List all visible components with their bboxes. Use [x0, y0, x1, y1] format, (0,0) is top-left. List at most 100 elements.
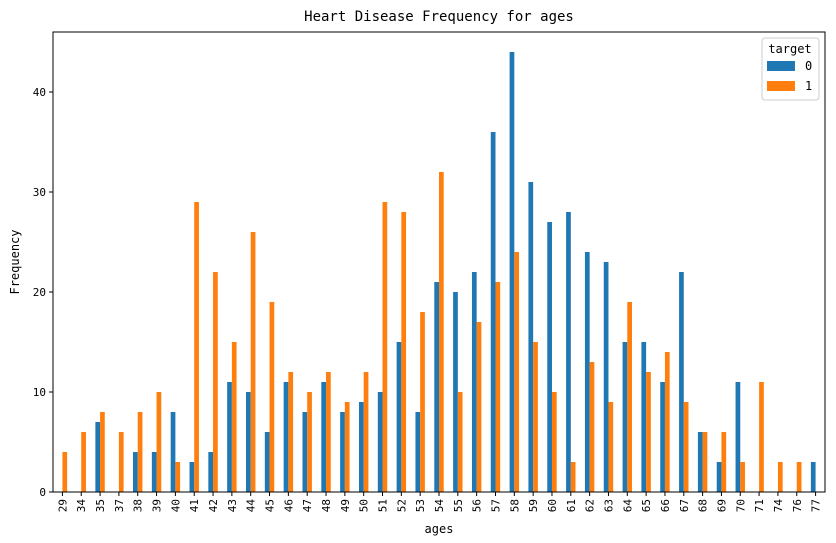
legend: target 0 1 — [761, 37, 820, 101]
bar-1-38 — [137, 412, 143, 492]
x-tick-label-50: 50 — [358, 499, 371, 512]
y-tick-label: 30 — [33, 186, 46, 199]
bar-1-66 — [664, 352, 670, 492]
bar-0-60 — [547, 222, 552, 492]
bar-0-43 — [227, 382, 232, 492]
bar-1-40 — [175, 462, 181, 492]
x-tick-label-38: 38 — [132, 499, 145, 512]
bar-0-63 — [603, 262, 609, 492]
bar-0-40 — [170, 412, 176, 492]
bar-0-46 — [283, 382, 289, 492]
bar-1-41 — [194, 202, 199, 492]
bar-0-51 — [377, 392, 383, 492]
x-tick-label-42: 42 — [207, 499, 220, 512]
bar-1-63 — [608, 402, 614, 492]
bar-1-54 — [439, 172, 444, 492]
x-tick-label-64: 64 — [621, 499, 634, 513]
y-axis: 0 10 20 30 40 — [33, 86, 53, 499]
x-tick-label-45: 45 — [264, 499, 277, 512]
x-tick-label-61: 61 — [565, 499, 578, 512]
x-tick-label-62: 62 — [584, 499, 597, 512]
bar-1-65 — [646, 372, 651, 492]
bar-0-52 — [396, 342, 402, 492]
legend-label-0: 0 — [805, 59, 812, 73]
bar-1-57 — [495, 282, 501, 492]
chart-title: Heart Disease Frequency for ages — [304, 9, 574, 25]
x-tick-label-70: 70 — [734, 499, 747, 512]
bar-1-29 — [62, 452, 68, 492]
bar-0-44 — [246, 392, 251, 492]
legend-label-1: 1 — [805, 79, 812, 93]
x-tick-label-56: 56 — [471, 499, 484, 512]
x-tick-label-29: 29 — [56, 499, 69, 512]
x-tick-label-76: 76 — [791, 499, 804, 512]
bar-0-70 — [735, 382, 741, 492]
bar-0-45 — [264, 432, 270, 492]
legend-swatch-1 — [767, 81, 795, 91]
bar-1-39 — [156, 392, 162, 492]
bar-0-67 — [679, 272, 684, 492]
x-tick-label-39: 39 — [151, 499, 164, 512]
bar-1-49 — [344, 402, 350, 492]
bar-1-64 — [627, 302, 632, 492]
bar-0-42 — [208, 452, 214, 492]
x-tick-label-54: 54 — [433, 499, 446, 513]
y-tick-label: 10 — [33, 386, 46, 399]
bar-0-41 — [189, 462, 195, 492]
x-tick-label-49: 49 — [339, 499, 352, 512]
bar-1-44 — [250, 232, 256, 492]
bar-1-48 — [326, 372, 331, 492]
bar-0-69 — [716, 462, 722, 492]
x-tick-label-51: 51 — [377, 499, 390, 512]
bar-0-58 — [509, 52, 515, 492]
bar-1-43 — [231, 342, 237, 492]
x-tick-label-44: 44 — [245, 499, 258, 513]
x-tick-label-55: 55 — [452, 499, 465, 512]
bar-1-67 — [683, 402, 689, 492]
bar-1-59 — [533, 342, 538, 492]
x-tick-label-37: 37 — [113, 499, 126, 512]
x-tick-label-35: 35 — [94, 499, 107, 512]
bar-0-68 — [697, 432, 703, 492]
bar-1-50 — [363, 372, 369, 492]
bar-1-74 — [777, 462, 783, 492]
bar-1-42 — [213, 272, 218, 492]
x-tick-label-69: 69 — [715, 499, 728, 512]
bar-1-58 — [514, 252, 520, 492]
bar-1-62 — [589, 362, 595, 492]
bar-0-55 — [453, 292, 458, 492]
x-tick-label-66: 66 — [659, 499, 672, 512]
bar-1-55 — [457, 392, 463, 492]
y-tick-label: 0 — [39, 486, 46, 499]
bar-1-53 — [420, 312, 425, 492]
legend-title: target — [768, 42, 811, 56]
x-tick-label-52: 52 — [395, 499, 408, 512]
bar-1-46 — [288, 372, 294, 492]
bar-0-65 — [641, 342, 647, 492]
bar-1-35 — [100, 412, 105, 492]
bar-0-64 — [622, 342, 628, 492]
bar-1-76 — [796, 462, 802, 492]
x-tick-label-57: 57 — [489, 499, 502, 512]
x-tick-label-59: 59 — [527, 499, 540, 512]
x-tick-label-67: 67 — [678, 499, 691, 512]
x-axis-title: ages — [425, 522, 454, 536]
bar-0-77 — [810, 462, 816, 492]
x-tick-label-48: 48 — [320, 499, 333, 512]
bar-1-56 — [476, 322, 482, 492]
bar-1-51 — [382, 202, 388, 492]
bar-0-54 — [434, 282, 439, 492]
x-tick-label-41: 41 — [188, 499, 201, 512]
bar-0-61 — [566, 212, 571, 492]
bar-1-68 — [702, 432, 708, 492]
bar-1-47 — [307, 392, 312, 492]
bar-0-50 — [358, 402, 364, 492]
legend-swatch-0 — [767, 61, 795, 71]
bar-0-57 — [490, 132, 496, 492]
x-axis: 29 34 35 37 38 39 40 41 42 43 44 45 46 47 48 49 50 51 52 53… — [56, 492, 823, 513]
bar-1-71 — [759, 382, 764, 492]
x-tick-label-65: 65 — [640, 499, 653, 512]
bar-1-61 — [570, 462, 576, 492]
x-tick-label-71: 71 — [753, 499, 766, 512]
